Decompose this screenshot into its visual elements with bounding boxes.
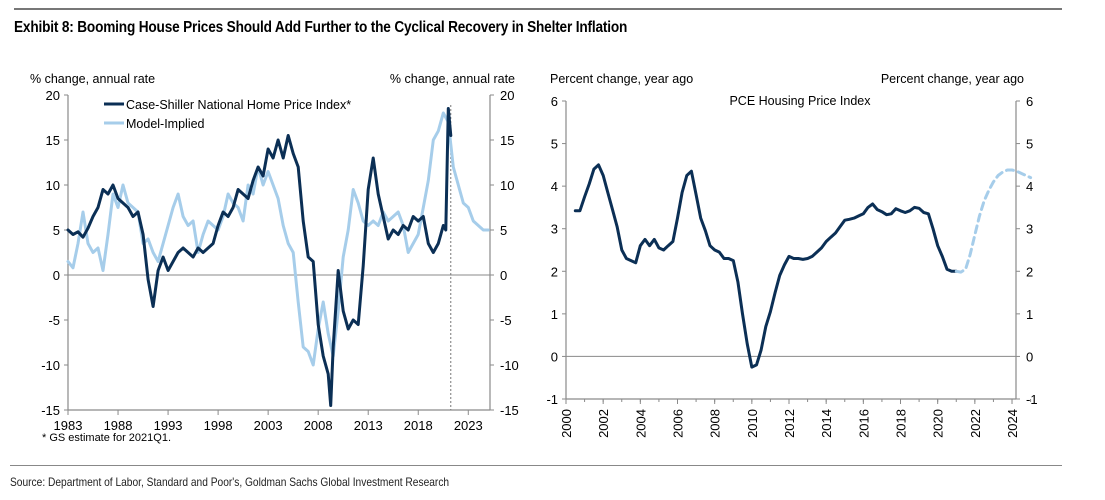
x-tick-label: 2020 <box>931 409 946 438</box>
x-tick-label: 2016 <box>856 409 871 438</box>
left-chart-legend: Case-Shiller National Home Price Index* … <box>104 98 351 131</box>
y-tick-label-right: 3 <box>1026 222 1033 237</box>
x-tick-label: 1988 <box>104 418 133 433</box>
x-tick-label: 2022 <box>968 409 983 438</box>
left-chart-series <box>66 107 490 407</box>
y-tick-label-left: -1 <box>546 392 558 407</box>
x-tick-label: 2008 <box>708 409 723 438</box>
y-tick-label-left: 4 <box>551 179 558 194</box>
x-tick-label: 2014 <box>819 409 834 438</box>
y-tick-label-left: -10 <box>41 358 60 373</box>
y-tick-label-left: -15 <box>41 403 60 418</box>
right-chart-ylabel-right: Percent change, year ago <box>881 72 1024 86</box>
y-tick-label-left: 5 <box>551 137 558 152</box>
right-chart: Percent change, year ago Percent change,… <box>546 72 1037 438</box>
x-tick-label: 1998 <box>204 418 233 433</box>
y-tick-label-left: 5 <box>53 223 60 238</box>
y-tick-label-right: 5 <box>1026 137 1033 152</box>
y-tick-label-left: 0 <box>53 268 60 283</box>
y-tick-label-left: 0 <box>551 349 558 364</box>
y-tick-label-left: 2 <box>551 264 558 279</box>
y-tick-label-right: -5 <box>500 313 512 328</box>
y-tick-label-right: 10 <box>500 178 514 193</box>
left-chart-ylabel-left: % change, annual rate <box>30 72 155 86</box>
y-tick-label-left: 20 <box>46 88 60 103</box>
x-tick-label: 2004 <box>633 409 648 438</box>
x-tick-label: 1983 <box>54 418 83 433</box>
x-tick-label: 2013 <box>354 418 383 433</box>
x-tick-label: 1993 <box>154 418 183 433</box>
y-tick-label-right: 4 <box>1026 179 1033 194</box>
y-tick-label-left: 1 <box>551 307 558 322</box>
y-tick-label-right: -1 <box>1026 392 1038 407</box>
x-tick-label: 2008 <box>304 418 333 433</box>
y-tick-label-right: 15 <box>500 133 514 148</box>
y-tick-label-right: 0 <box>500 268 507 283</box>
x-tick-label: 2018 <box>404 418 433 433</box>
left-chart: % change, annual rate % change, annual r… <box>30 72 519 444</box>
x-tick-label: 2003 <box>254 418 283 433</box>
legend-label-case-shiller: Case-Shiller National Home Price Index* <box>126 98 351 112</box>
source-note: Source: Department of Labor, Standard an… <box>10 475 450 489</box>
series-line-pce-housing-price-index <box>573 163 958 369</box>
y-tick-label-right: -15 <box>500 403 519 418</box>
x-tick-label: 2000 <box>559 409 574 438</box>
x-tick-label: 2006 <box>671 409 686 438</box>
x-tick-label: 2018 <box>894 409 909 438</box>
y-tick-label-left: 3 <box>551 222 558 237</box>
x-tick-label: 2002 <box>596 409 611 438</box>
exhibit-title: Exhibit 8: Booming House Prices Should A… <box>14 19 628 36</box>
left-chart-footnote: * GS estimate for 2021Q1. <box>42 432 171 444</box>
y-tick-label-left: -5 <box>48 313 60 328</box>
y-tick-label-right: -10 <box>500 358 519 373</box>
top-rule <box>14 8 1062 10</box>
x-tick-label: 2012 <box>782 409 797 438</box>
series-line-model-implied <box>66 111 490 367</box>
y-tick-label-right: 6 <box>1026 94 1033 109</box>
bottom-rule <box>10 465 1062 466</box>
y-tick-label-right: 5 <box>500 223 507 238</box>
right-chart-series <box>573 163 1033 369</box>
x-tick-label: 2023 <box>454 418 483 433</box>
legend-label-model-implied: Model-Implied <box>126 117 205 131</box>
y-tick-label-left: 6 <box>551 94 558 109</box>
y-tick-label-right: 1 <box>1026 307 1033 322</box>
left-chart-ylabel-right: % change, annual rate <box>390 72 515 86</box>
y-tick-label-right: 0 <box>1026 349 1033 364</box>
x-tick-label: 2010 <box>745 409 760 438</box>
x-tick-label: 2024 <box>1005 409 1020 438</box>
y-tick-label-left: 10 <box>46 178 60 193</box>
y-tick-label-right: 2 <box>1026 264 1033 279</box>
right-chart-title: PCE Housing Price Index <box>729 94 871 108</box>
right-chart-ylabel-left: Percent change, year ago <box>550 72 693 86</box>
series-line-pce-housing-price-index-forecast <box>954 168 1033 274</box>
series-line-case-shiller-national-home-price-index <box>66 107 453 407</box>
y-tick-label-right: 20 <box>500 88 514 103</box>
y-tick-label-left: 15 <box>46 133 60 148</box>
